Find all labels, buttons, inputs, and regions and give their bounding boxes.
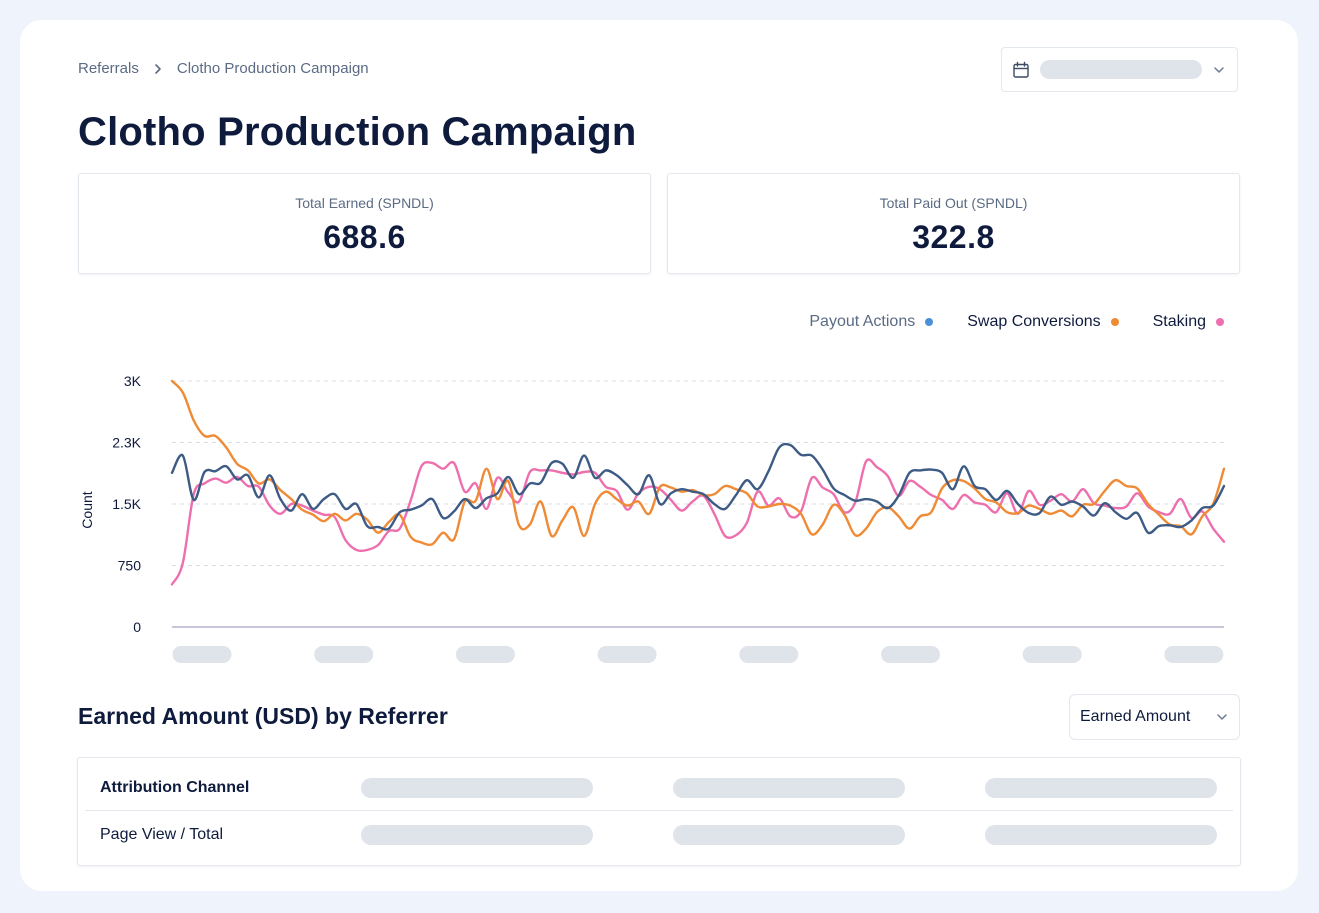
chevron-right-icon (155, 63, 161, 74)
table-row-label: Page View / Total (100, 826, 224, 843)
chart-legend: Payout Actions Swap Conversions Staking (809, 313, 1224, 331)
referrer-table: Attribution Channel Page View / Total (77, 757, 1241, 866)
breadcrumb: Referrals Clotho Production Campaign (78, 60, 369, 77)
table-cell-placeholder (985, 825, 1217, 845)
total-paid-out-card: Total Paid Out (SPNDL) 322.8 (667, 173, 1240, 274)
y-axis-label: Count (79, 491, 95, 528)
table-cell-placeholder (361, 825, 593, 845)
table-header-placeholder (985, 778, 1217, 798)
legend-item-payout-actions[interactable]: Payout Actions (809, 313, 934, 331)
date-range-picker[interactable] (1001, 47, 1238, 92)
series-line-payout-actions (170, 442, 1226, 535)
line-chart: 0 750 1.5K 2.3K 3K Count (79, 373, 1226, 663)
legend-label: Payout Actions (809, 313, 916, 330)
table-header-row: Attribution Channel (78, 765, 1240, 811)
total-earned-card: Total Earned (SPNDL) 688.6 (78, 173, 651, 274)
y-tick-label: 0 (133, 619, 141, 635)
legend-dot (1216, 318, 1224, 326)
x-tick-placeholder (1164, 646, 1224, 663)
date-range-placeholder (1040, 60, 1202, 79)
page-title: Clotho Production Campaign (78, 110, 637, 154)
x-tick-placeholder (739, 646, 799, 663)
legend-label: Staking (1152, 313, 1206, 330)
x-tick-placeholder (172, 646, 232, 663)
table-header-placeholder (673, 778, 905, 798)
y-tick-label: 2.3K (112, 435, 141, 451)
legend-dot (925, 318, 934, 326)
breadcrumb-parent-link[interactable]: Referrals (78, 60, 139, 77)
row-divider (85, 810, 1233, 811)
legend-label: Swap Conversions (967, 313, 1101, 330)
x-tick-placeholder (314, 646, 374, 663)
x-tick-placeholder (597, 646, 657, 663)
series-line-staking (170, 458, 1226, 586)
y-tick-label: 1.5K (112, 496, 141, 512)
legend-item-swap-conversions[interactable]: Swap Conversions (967, 313, 1119, 331)
x-tick-placeholder (881, 646, 940, 663)
total-paid-out-label: Total Paid Out (SPNDL) (879, 195, 1028, 211)
legend-item-staking[interactable]: Staking (1153, 313, 1224, 331)
legend-dot (1110, 318, 1119, 326)
table-header-placeholder (361, 778, 593, 798)
table-header-label: Attribution Channel (100, 779, 250, 796)
total-paid-out-value: 322.8 (912, 219, 995, 255)
table-cell-placeholder (673, 825, 905, 845)
chevron-down-icon (1214, 66, 1224, 73)
section-title: Earned Amount (USD) by Referrer (78, 703, 448, 729)
x-tick-placeholder (455, 646, 515, 663)
table-row[interactable]: Page View / Total (78, 812, 1240, 858)
series-line-swap-conversions (170, 379, 1226, 546)
x-tick-placeholder (1022, 646, 1082, 663)
main-card: Referrals Clotho Production Campaign Clo… (20, 20, 1298, 891)
total-earned-label: Total Earned (SPNDL) (295, 195, 434, 211)
total-earned-value: 688.6 (323, 219, 406, 255)
breadcrumb-current: Clotho Production Campaign (176, 60, 369, 77)
y-tick-label: 3K (124, 373, 142, 389)
y-tick-label: 750 (118, 558, 142, 574)
calendar-icon (1013, 61, 1029, 78)
metric-select-value: Earned Amount (1080, 708, 1191, 725)
metric-select[interactable]: Earned Amount (1069, 694, 1240, 740)
chevron-down-icon (1217, 714, 1227, 720)
